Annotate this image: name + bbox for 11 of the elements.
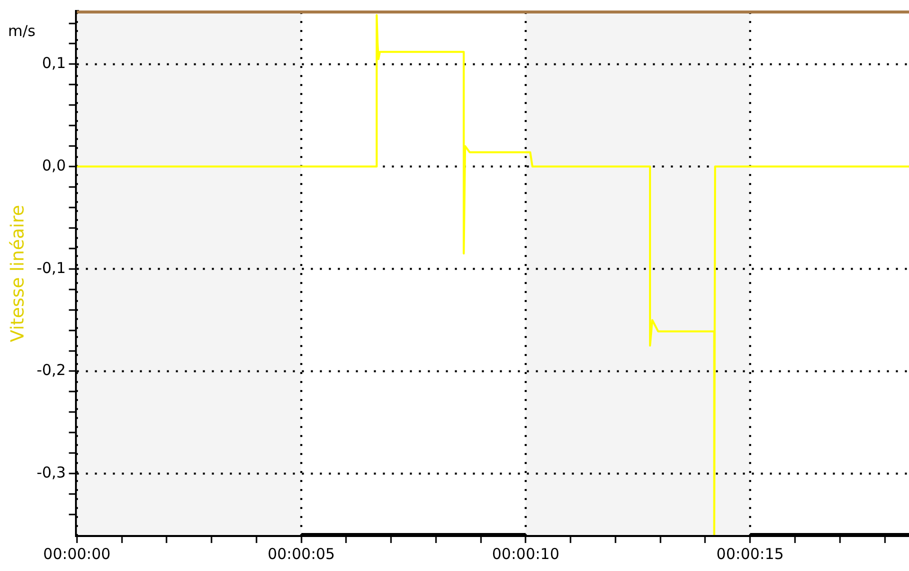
x-tick-label: 00:00:15 (716, 544, 784, 563)
y-tick-label: -0,3 (36, 463, 66, 482)
y-tick-label: 0,1 (42, 54, 66, 72)
x-tick-label: 00:00:00 (43, 544, 111, 563)
x-tick-label: 00:00:10 (492, 544, 560, 563)
y-tick-label: -0,2 (36, 361, 66, 380)
y-tick-label: -0,1 (36, 258, 66, 277)
text: m/s (8, 22, 36, 40)
x-tick-label: 00:00:05 (268, 544, 335, 563)
y-tick-label: 0,0 (42, 156, 66, 174)
y-axis-title: Vitesse linéaire (7, 204, 28, 342)
